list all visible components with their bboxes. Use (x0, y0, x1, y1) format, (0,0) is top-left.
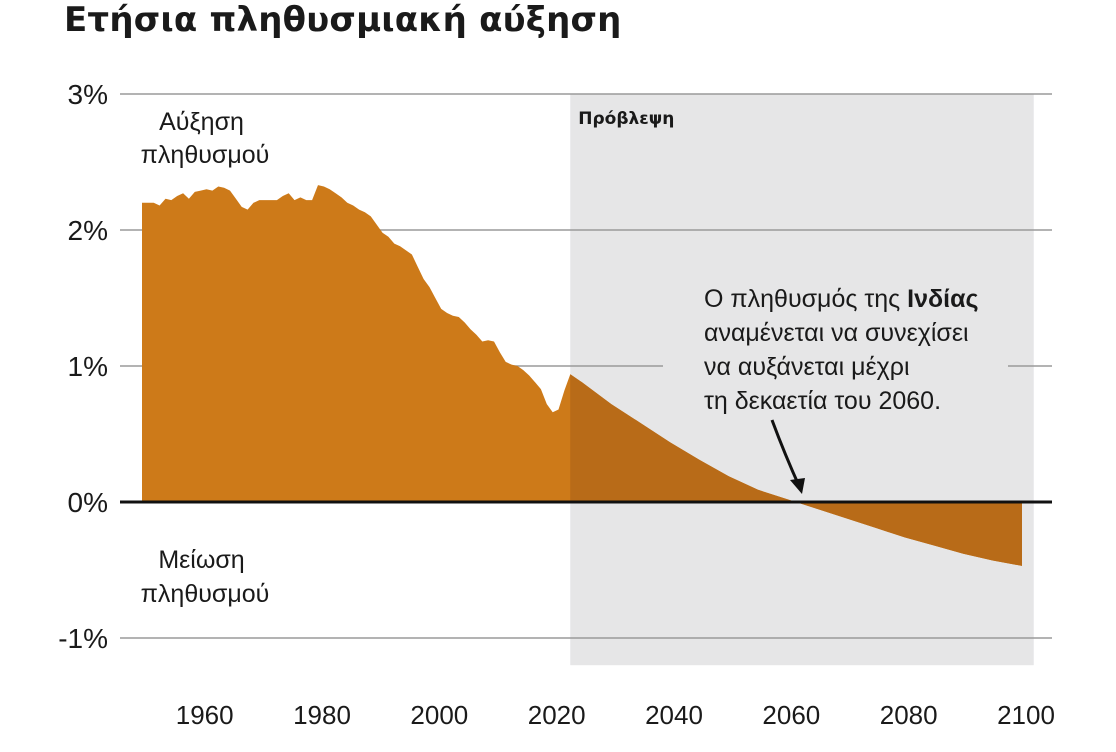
x-tick-label: 2080 (880, 700, 938, 730)
growth-area (142, 185, 1022, 566)
y-tick-label: 3% (68, 79, 108, 110)
annotation-line-1: Ο πληθυσμός της Ινδίας (704, 285, 978, 313)
x-tick-label: 1960 (176, 700, 234, 730)
x-axis-ticks: 1960 1980 2000 2020 2040 2060 2080 2100 (176, 700, 1055, 730)
x-tick-label: 1980 (293, 700, 351, 730)
x-tick-label: 2100 (997, 700, 1055, 730)
annotation-line-3: να αυξάνεται μέχρι (704, 353, 910, 381)
annotation-line-4: τη δεκαετία του 2060. (704, 387, 941, 415)
annotation-arrow (770, 419, 805, 494)
growth-area-forecast (570, 374, 1022, 566)
y-tick-label: -1% (58, 623, 108, 654)
annotation-background (663, 278, 1008, 418)
x-tick-label: 2000 (410, 700, 468, 730)
growth-region-label: Αύξηση πληθυσμού (141, 108, 270, 169)
growth-label-line-1: Αύξηση (159, 108, 244, 136)
growth-label-line-2: πληθυσμού (141, 141, 270, 169)
decline-label-line-1: Μείωση (158, 546, 244, 574)
annotation-line-2: αναμένεται να συνεχίσει (704, 319, 969, 347)
y-tick-label: 1% (68, 351, 108, 382)
x-tick-label: 2060 (762, 700, 820, 730)
decline-region-label: Μείωση πληθυσμού (141, 546, 270, 608)
decline-label-line-2: πληθυσμού (141, 580, 270, 608)
india-annotation: Ο πληθυσμός της Ινδίας αναμένεται να συνε… (704, 285, 978, 415)
chart-title: Ετήσια πληθυσμιακή αύξηση (64, 0, 622, 40)
x-tick-label: 2020 (528, 700, 586, 730)
y-tick-label: 2% (68, 215, 108, 246)
y-axis-ticks: 3% 2% 1% 0% -1% (58, 79, 108, 654)
forecast-label: Πρόβλεψη (578, 109, 674, 129)
y-tick-label: 0% (68, 487, 108, 518)
x-tick-label: 2040 (645, 700, 703, 730)
